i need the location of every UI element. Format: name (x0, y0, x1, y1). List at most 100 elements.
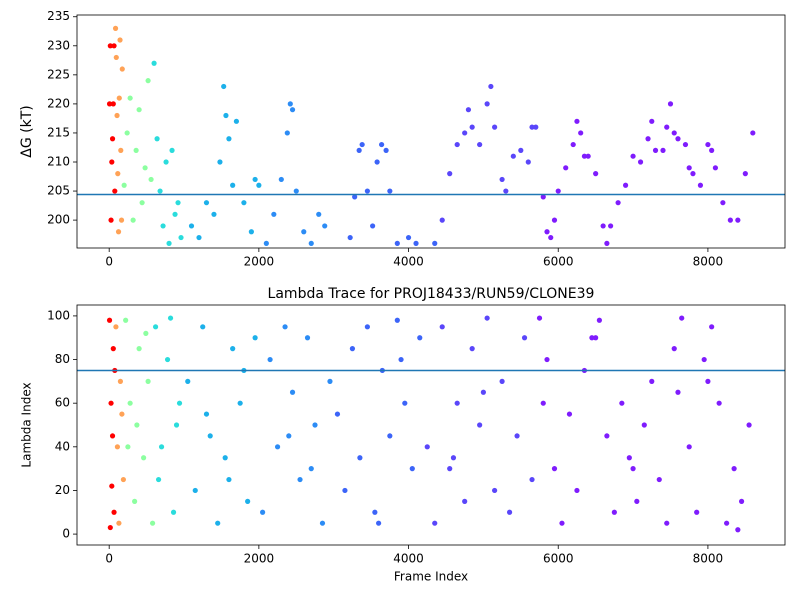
point (536, 315, 543, 321)
y-tick-label: 100 (47, 308, 70, 322)
point (424, 444, 430, 450)
point (167, 315, 174, 321)
point (226, 136, 232, 142)
point (611, 509, 617, 515)
point (521, 335, 528, 341)
point (551, 466, 558, 472)
point (139, 200, 145, 206)
y-tick-label: 60 (55, 396, 70, 410)
point (142, 165, 148, 171)
point (671, 130, 677, 136)
point (664, 124, 670, 130)
point (409, 466, 415, 472)
point (462, 498, 468, 504)
point (514, 433, 520, 439)
point (116, 520, 122, 526)
point (217, 159, 223, 165)
point (154, 136, 160, 142)
point (376, 520, 382, 526)
x-tick-label: 4000 (393, 552, 424, 566)
point (160, 223, 166, 229)
point (215, 520, 221, 526)
point (256, 182, 262, 188)
point (117, 378, 124, 384)
point (211, 211, 217, 217)
point (417, 335, 423, 341)
point (192, 487, 198, 494)
point (312, 422, 318, 428)
point (394, 317, 400, 323)
point (109, 136, 116, 142)
point (114, 444, 121, 450)
point (709, 147, 715, 153)
point (394, 240, 400, 246)
point (548, 234, 554, 241)
point (230, 182, 236, 188)
point (372, 509, 378, 515)
point (108, 217, 114, 223)
point (237, 400, 243, 406)
x-tick-label: 0 (105, 552, 113, 566)
y-tick-label: 200 (47, 213, 70, 227)
point (117, 37, 123, 43)
point (750, 130, 756, 136)
point (566, 411, 573, 417)
point (604, 240, 610, 246)
point (720, 200, 726, 206)
point (141, 455, 147, 461)
y-tick-label: 230 (47, 38, 70, 52)
point (503, 188, 509, 194)
point (108, 400, 114, 406)
x-tick-label: 4000 (393, 255, 424, 269)
point (383, 147, 389, 153)
point (370, 223, 376, 229)
point (596, 317, 602, 323)
point (492, 487, 498, 494)
point (155, 476, 162, 483)
point (133, 147, 139, 153)
point (342, 487, 348, 494)
point (203, 200, 210, 206)
point (649, 378, 655, 384)
point (634, 498, 640, 504)
point (432, 520, 438, 526)
point (115, 229, 122, 235)
point (469, 124, 475, 130)
point (510, 153, 516, 159)
point (738, 498, 745, 504)
x-tick-label: 0 (105, 255, 113, 269)
point (469, 346, 475, 352)
point (585, 153, 591, 159)
y-axis-label: Lambda Index (20, 382, 34, 467)
point (439, 217, 445, 223)
point (645, 136, 651, 142)
point (712, 165, 718, 171)
point (529, 124, 535, 130)
point (574, 487, 580, 494)
point (679, 315, 685, 321)
point (641, 422, 647, 428)
point (293, 188, 299, 194)
point (207, 433, 213, 439)
point (136, 107, 142, 113)
y-tick-label: 220 (47, 96, 70, 110)
point (359, 141, 365, 148)
point (134, 422, 140, 428)
point (705, 141, 711, 148)
point (170, 509, 177, 515)
point (145, 78, 151, 84)
y-tick-label: 205 (47, 184, 70, 198)
point (112, 25, 119, 31)
x-tick-label: 2000 (244, 255, 275, 269)
y-tick-label: 20 (55, 483, 70, 497)
point (387, 433, 393, 439)
point (671, 346, 677, 352)
y-tick-label: 210 (47, 155, 70, 169)
point (387, 188, 393, 194)
point (608, 223, 614, 229)
point (724, 520, 730, 526)
point (116, 95, 122, 101)
point (675, 389, 681, 395)
point (492, 124, 498, 130)
